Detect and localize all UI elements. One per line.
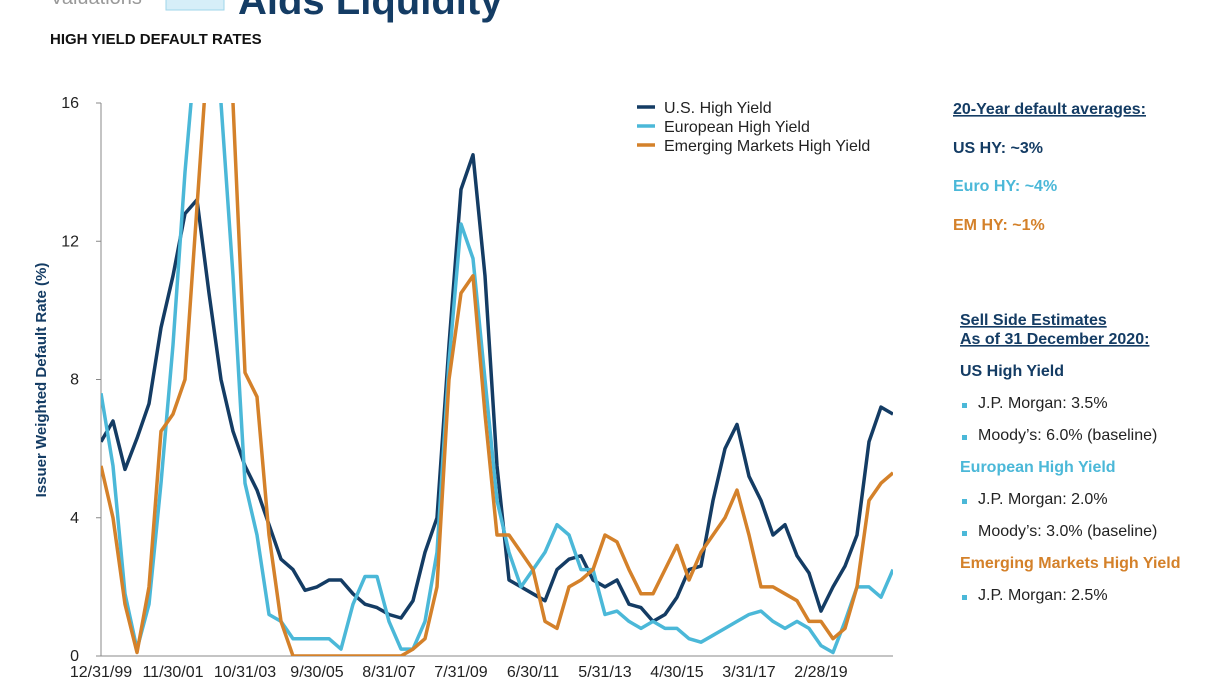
estimate-item: J.P. Morgan: 2.5%	[978, 587, 1108, 604]
legend-label: Emerging Markets High Yield	[664, 138, 870, 155]
estimate-item: Moody’s: 3.0% (baseline)	[978, 523, 1157, 540]
legend-label: European High Yield	[664, 119, 810, 136]
bullet	[962, 595, 967, 600]
group-name: Emerging Markets High Yield	[960, 555, 1181, 572]
y-tick-label: 8	[70, 372, 79, 389]
x-tick-label: 9/30/05	[290, 664, 343, 681]
average-item: Euro HY: ~4%	[953, 178, 1057, 195]
average-item: EM HY: ~1%	[953, 217, 1045, 234]
estimate-item: Moody’s: 6.0% (baseline)	[978, 427, 1157, 444]
x-tick-label: 4/30/15	[650, 664, 703, 681]
x-tick-label: 8/31/07	[362, 664, 415, 681]
x-tick-label: 3/31/17	[722, 664, 775, 681]
x-tick-label: 11/30/01	[142, 664, 203, 681]
series-line	[101, 103, 893, 656]
x-tick-label: 6/30/11	[507, 664, 559, 681]
average-item: US HY: ~3%	[953, 140, 1043, 157]
x-tick-label: 5/31/13	[578, 664, 631, 681]
bullet	[962, 499, 967, 504]
bullet	[962, 403, 967, 408]
x-tick-label: 10/31/03	[214, 664, 276, 681]
group-name: European High Yield	[960, 459, 1116, 476]
chart-title: HIGH YIELD DEFAULT RATES	[50, 31, 262, 48]
x-tick-label: 12/31/99	[70, 664, 132, 681]
x-tick-label: 2/28/19	[794, 664, 847, 681]
y-tick-label: 12	[61, 233, 79, 250]
averages-title: 20-Year default averages:	[953, 101, 1146, 118]
header-right: Aids Liquidity	[238, 0, 503, 23]
y-tick-label: 4	[70, 510, 79, 527]
y-tick-label: 0	[70, 648, 79, 665]
series-line	[101, 153, 893, 624]
header-left: Valuations	[50, 0, 142, 9]
estimate-item: J.P. Morgan: 2.0%	[978, 491, 1108, 508]
y-axis-label: Issuer Weighted Default Rate (%)	[33, 263, 50, 498]
estimates-title: Sell Side Estimates	[960, 312, 1107, 329]
legend-label: U.S. High Yield	[664, 100, 772, 117]
group-name: US High Yield	[960, 363, 1064, 380]
series-line	[101, 103, 893, 655]
estimates-title: As of 31 December 2020:	[960, 331, 1149, 348]
x-tick-label: 7/31/09	[434, 664, 487, 681]
y-tick-label: 16	[61, 95, 79, 112]
estimate-item: J.P. Morgan: 3.5%	[978, 395, 1108, 412]
bullet	[962, 435, 967, 440]
header-icon	[165, 0, 225, 11]
bullet	[962, 531, 967, 536]
